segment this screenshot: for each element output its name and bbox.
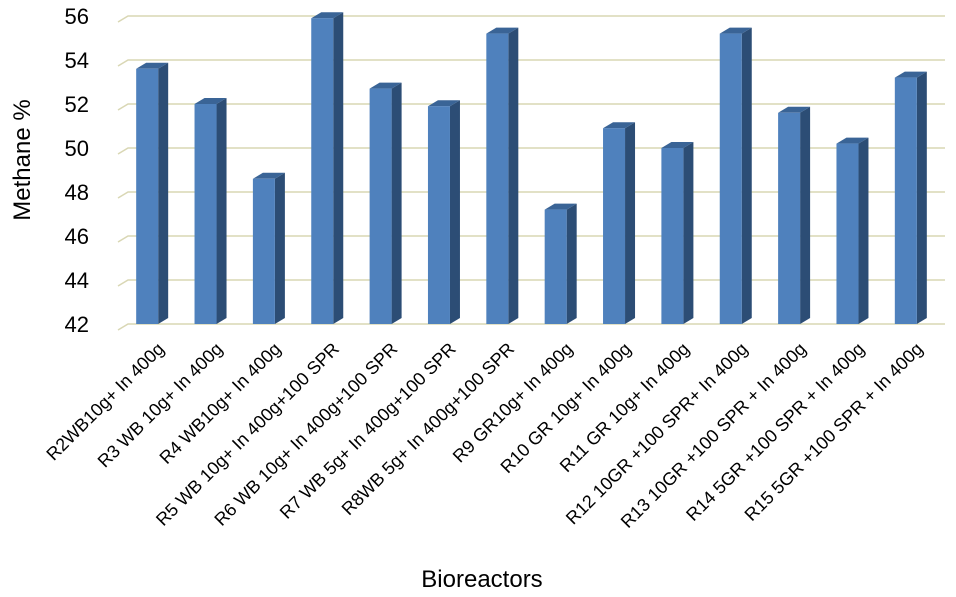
bar-top [544, 203, 577, 210]
bar-side [741, 27, 752, 324]
bar [194, 98, 227, 324]
bar-top [661, 142, 694, 148]
y-tick-label: 44 [65, 268, 89, 293]
bar-side [449, 100, 460, 324]
bar-front [136, 68, 159, 324]
bar-front [486, 33, 509, 324]
gridline [117, 191, 945, 199]
bar-front [836, 143, 859, 324]
bar-front [603, 128, 626, 324]
bar-top [894, 71, 927, 78]
bar-top [369, 82, 402, 89]
bar-side [625, 122, 636, 324]
bar-side [274, 172, 285, 324]
y-tick-label: 52 [65, 92, 89, 117]
bar-top [836, 137, 869, 144]
gridline [117, 323, 945, 331]
bar-top [603, 122, 636, 129]
bar-top [778, 106, 811, 113]
bar [719, 27, 752, 324]
gridline [117, 279, 945, 287]
y-axis-title: Methane % [9, 99, 36, 220]
bar-side [333, 12, 344, 324]
bar-top [311, 12, 344, 19]
bar-front [427, 106, 450, 324]
bar [486, 27, 519, 324]
bar-top [427, 100, 460, 107]
bar-top [136, 62, 169, 69]
bar-side [566, 203, 577, 324]
bar-front [661, 148, 684, 324]
gridline [117, 147, 945, 155]
bar-front [252, 178, 275, 324]
bar [778, 106, 811, 324]
bar-side [858, 137, 869, 324]
y-axis-tick-labels: 42 44 46 48 50 52 54 56 [65, 4, 89, 337]
y-tick-label: 48 [65, 180, 89, 205]
bars [136, 12, 927, 325]
bar-front [894, 77, 917, 324]
gridline [117, 59, 945, 67]
bar [427, 100, 460, 324]
y-tick-label: 54 [65, 48, 89, 73]
bar-side [800, 106, 811, 324]
bar-top [252, 172, 285, 179]
bar [136, 62, 169, 325]
bar [369, 82, 402, 324]
gridline [117, 15, 945, 23]
bar [603, 122, 636, 324]
bar-side [158, 62, 169, 325]
bar-front [311, 18, 334, 324]
bar [894, 71, 927, 324]
bar-front [544, 209, 567, 324]
bar-front [369, 88, 392, 324]
bar-front [194, 104, 217, 324]
bar [661, 142, 694, 324]
gridline [117, 103, 945, 111]
bar-front [778, 112, 801, 324]
bar-side [916, 71, 927, 324]
bar-top [486, 27, 519, 34]
bar [252, 172, 285, 324]
gridline [117, 235, 945, 243]
bar-side [683, 142, 694, 324]
bar [311, 12, 344, 324]
y-tick-label: 50 [65, 136, 89, 161]
bar [544, 203, 577, 324]
gridlines [117, 15, 945, 331]
bar-side [216, 98, 227, 324]
y-tick-label: 42 [65, 312, 89, 337]
bar-top [719, 27, 752, 34]
bar-side [391, 82, 402, 324]
bar [836, 137, 869, 324]
y-tick-label: 56 [65, 4, 89, 29]
y-tick-label: 46 [65, 224, 89, 249]
x-axis-title: Bioreactors [421, 566, 542, 593]
bar-front [719, 33, 742, 324]
bar-side [508, 27, 519, 324]
bar-top [194, 98, 227, 104]
